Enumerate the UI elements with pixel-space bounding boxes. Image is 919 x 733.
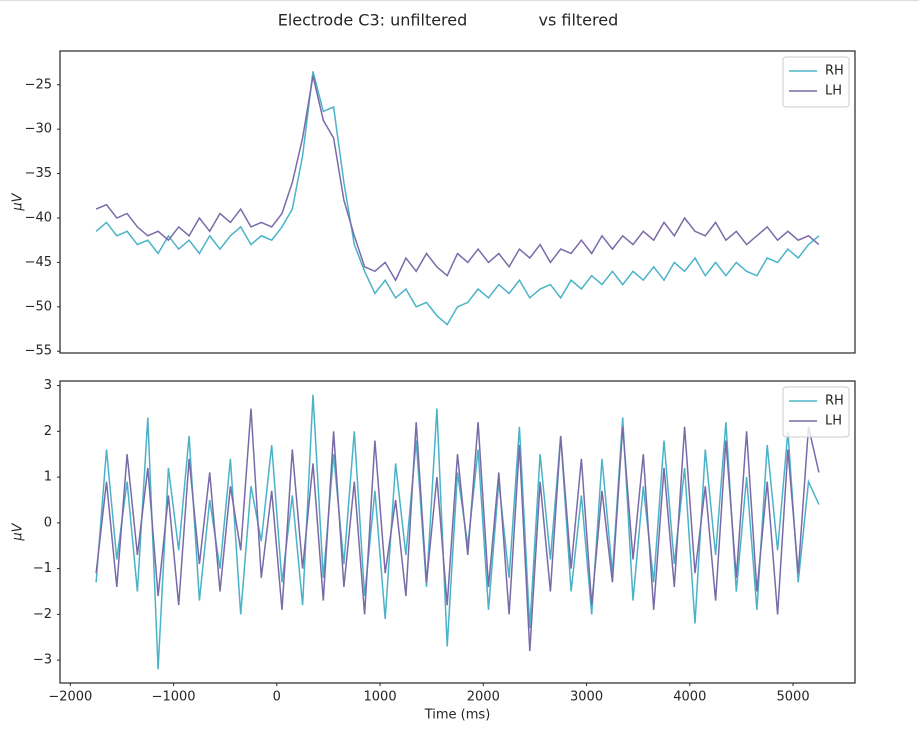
y-tick-label: 1	[44, 470, 52, 485]
plot-frame	[59, 380, 856, 684]
y-tick-label: −35	[25, 166, 52, 181]
y-tick-label: −1	[33, 561, 52, 576]
line	[95, 75, 820, 282]
x-tick-label: 0	[273, 690, 281, 705]
plot-frame	[59, 50, 856, 354]
y-tick-label: −50	[25, 299, 52, 314]
y-tick-label: 2	[44, 424, 52, 439]
y-tick-label: 3	[44, 378, 52, 393]
legend-label: LH	[825, 84, 842, 99]
x-tick-label: 5000	[777, 690, 810, 705]
x-tick-label: 4000	[673, 690, 706, 705]
legend-label: LH	[825, 414, 842, 429]
chart-title: Electrode C3: unfiltered vs filtered	[278, 11, 619, 30]
x-tick-label: 1000	[364, 690, 397, 705]
y-tick-label: −55	[25, 344, 52, 359]
line	[95, 394, 820, 670]
y-tick-label: −40	[25, 210, 52, 225]
y-tick-label: −2	[33, 607, 52, 622]
y-tick-label: 0	[44, 515, 52, 530]
x-tick-label: 3000	[570, 690, 603, 705]
line	[95, 71, 820, 326]
legend-box	[782, 386, 850, 438]
y-tick-label: −3	[33, 653, 52, 668]
y-tick-label: −25	[25, 77, 52, 92]
x-tick-label: 2000	[467, 690, 500, 705]
y-axis-label: μV	[11, 522, 26, 541]
legend-label: RH	[825, 394, 844, 409]
legend-box	[782, 56, 850, 108]
y-tick-label: −45	[25, 255, 52, 270]
y-axis-label: μV	[11, 192, 26, 211]
legend-label: RH	[825, 64, 844, 79]
line	[95, 408, 820, 652]
x-axis-label: Time (ms)	[424, 708, 491, 723]
x-tick-label: −2000	[48, 690, 92, 705]
y-tick-label: −30	[25, 122, 52, 137]
x-tick-label: −1000	[152, 690, 196, 705]
